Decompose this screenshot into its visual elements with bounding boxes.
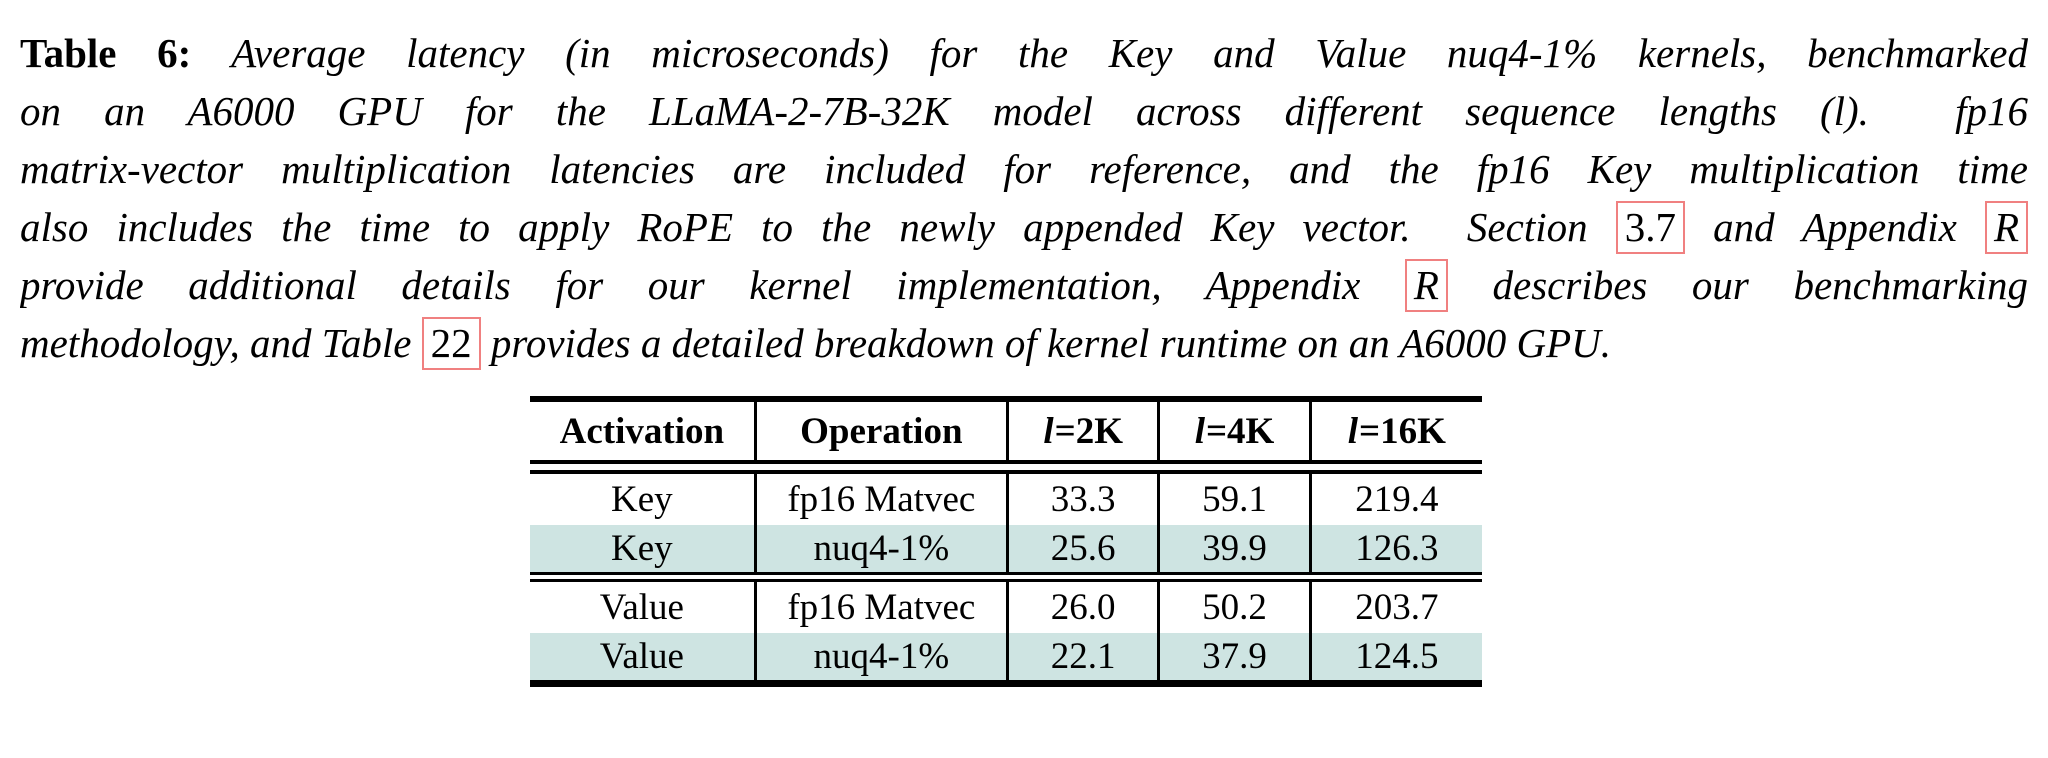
header-cell-l16k: l =16K [1308,402,1482,460]
header-cell-operation: Operation [753,402,1006,460]
caption-text: methodology, and Table [20,320,422,366]
table-cell: 203.7 [1308,582,1482,633]
header-label: =16K [1359,410,1446,452]
table-cell: 50.2 [1157,582,1308,633]
section-3-7-ref-link[interactable]: 3.7 [1615,201,1685,254]
caption-label: Table 6: [20,30,192,76]
table-cell: 126.3 [1308,525,1482,572]
table-cell: 219.4 [1308,474,1482,525]
table-cell: 59.1 [1157,474,1308,525]
math-var-l: l [1043,410,1054,452]
table-cell: 26.0 [1005,582,1157,633]
header-double-rule [530,460,1482,474]
table-row: Value nuq4-1% 22.1 37.9 124.5 [530,633,1482,680]
header-cell-l4k: l =4K [1157,402,1308,460]
table-bottom-rule [530,680,1482,687]
table-row: Value fp16 Matvec 26.0 50.2 203.7 [530,582,1482,633]
table-cell: 25.6 [1005,525,1157,572]
header-cell-l2k: l =2K [1005,402,1157,460]
table-cell: fp16 Matvec [753,474,1006,525]
caption-text: Average latency (in microseconds) for th… [191,30,2028,76]
table-cell: 22.1 [1005,633,1157,680]
caption-line: provide additional details for our kerne… [20,256,2028,314]
appendix-r-ref-link[interactable]: R [1984,201,2028,254]
table-cell: 124.5 [1308,633,1482,680]
header-cell-activation: Activation [559,410,725,452]
caption-text: and Appendix [1684,204,1985,250]
caption-line: methodology, and Table 22 provides a det… [20,314,2028,372]
caption-text: describes our benchmarking [1447,262,2028,308]
caption-text: provide additional details for our kerne… [20,262,1405,308]
table-cell: nuq4-1% [753,525,1006,572]
table-cell: Key [611,528,673,569]
table-caption: Table 6: Average latency (in microsecond… [20,24,2028,372]
appendix-r-ref-link[interactable]: R [1404,259,1448,312]
caption-line: Table 6: Average latency (in microsecond… [20,24,2028,82]
table-cell: 39.9 [1157,525,1308,572]
math-var-l: l [1194,410,1205,452]
table-cell: nuq4-1% [753,633,1006,680]
table-top-rule [530,396,1482,402]
header-label: =2K [1054,410,1123,452]
caption-line: also includes the time to apply RoPE to … [20,198,2028,256]
table-cell: Value [599,587,684,628]
table-cell: 37.9 [1157,633,1308,680]
caption-text: on an A6000 GPU for the LLaMA-2-7B-32K m… [20,88,2028,134]
table-cell: fp16 Matvec [753,582,1006,633]
table-cell: 33.3 [1005,474,1157,525]
header-label: =4K [1205,410,1275,452]
math-var-l: l [1347,410,1359,452]
latency-table: Activation Operation l =2K l =4K l =16K Key fp16 … [530,396,1482,687]
table-row: Key fp16 Matvec 33.3 59.1 219.4 [530,474,1482,525]
caption-text: also includes the time to apply RoPE to … [20,204,1616,250]
group-separator-rule [530,572,1482,582]
caption-line: on an A6000 GPU for the LLaMA-2-7B-32K m… [20,82,2028,140]
table-row: Key nuq4-1% 25.6 39.9 126.3 [530,525,1482,572]
table-22-ref-link[interactable]: 22 [421,317,481,370]
table-cell: Key [611,479,673,520]
caption-text: matrix-vector multiplication latencies a… [20,146,2028,192]
caption-line: matrix-vector multiplication latencies a… [20,140,2028,198]
caption-text: provides a detailed breakdown of kernel … [480,320,1612,366]
table-cell: Value [599,636,684,677]
table-header-row: Activation Operation l =2K l =4K l =16K [530,402,1482,460]
